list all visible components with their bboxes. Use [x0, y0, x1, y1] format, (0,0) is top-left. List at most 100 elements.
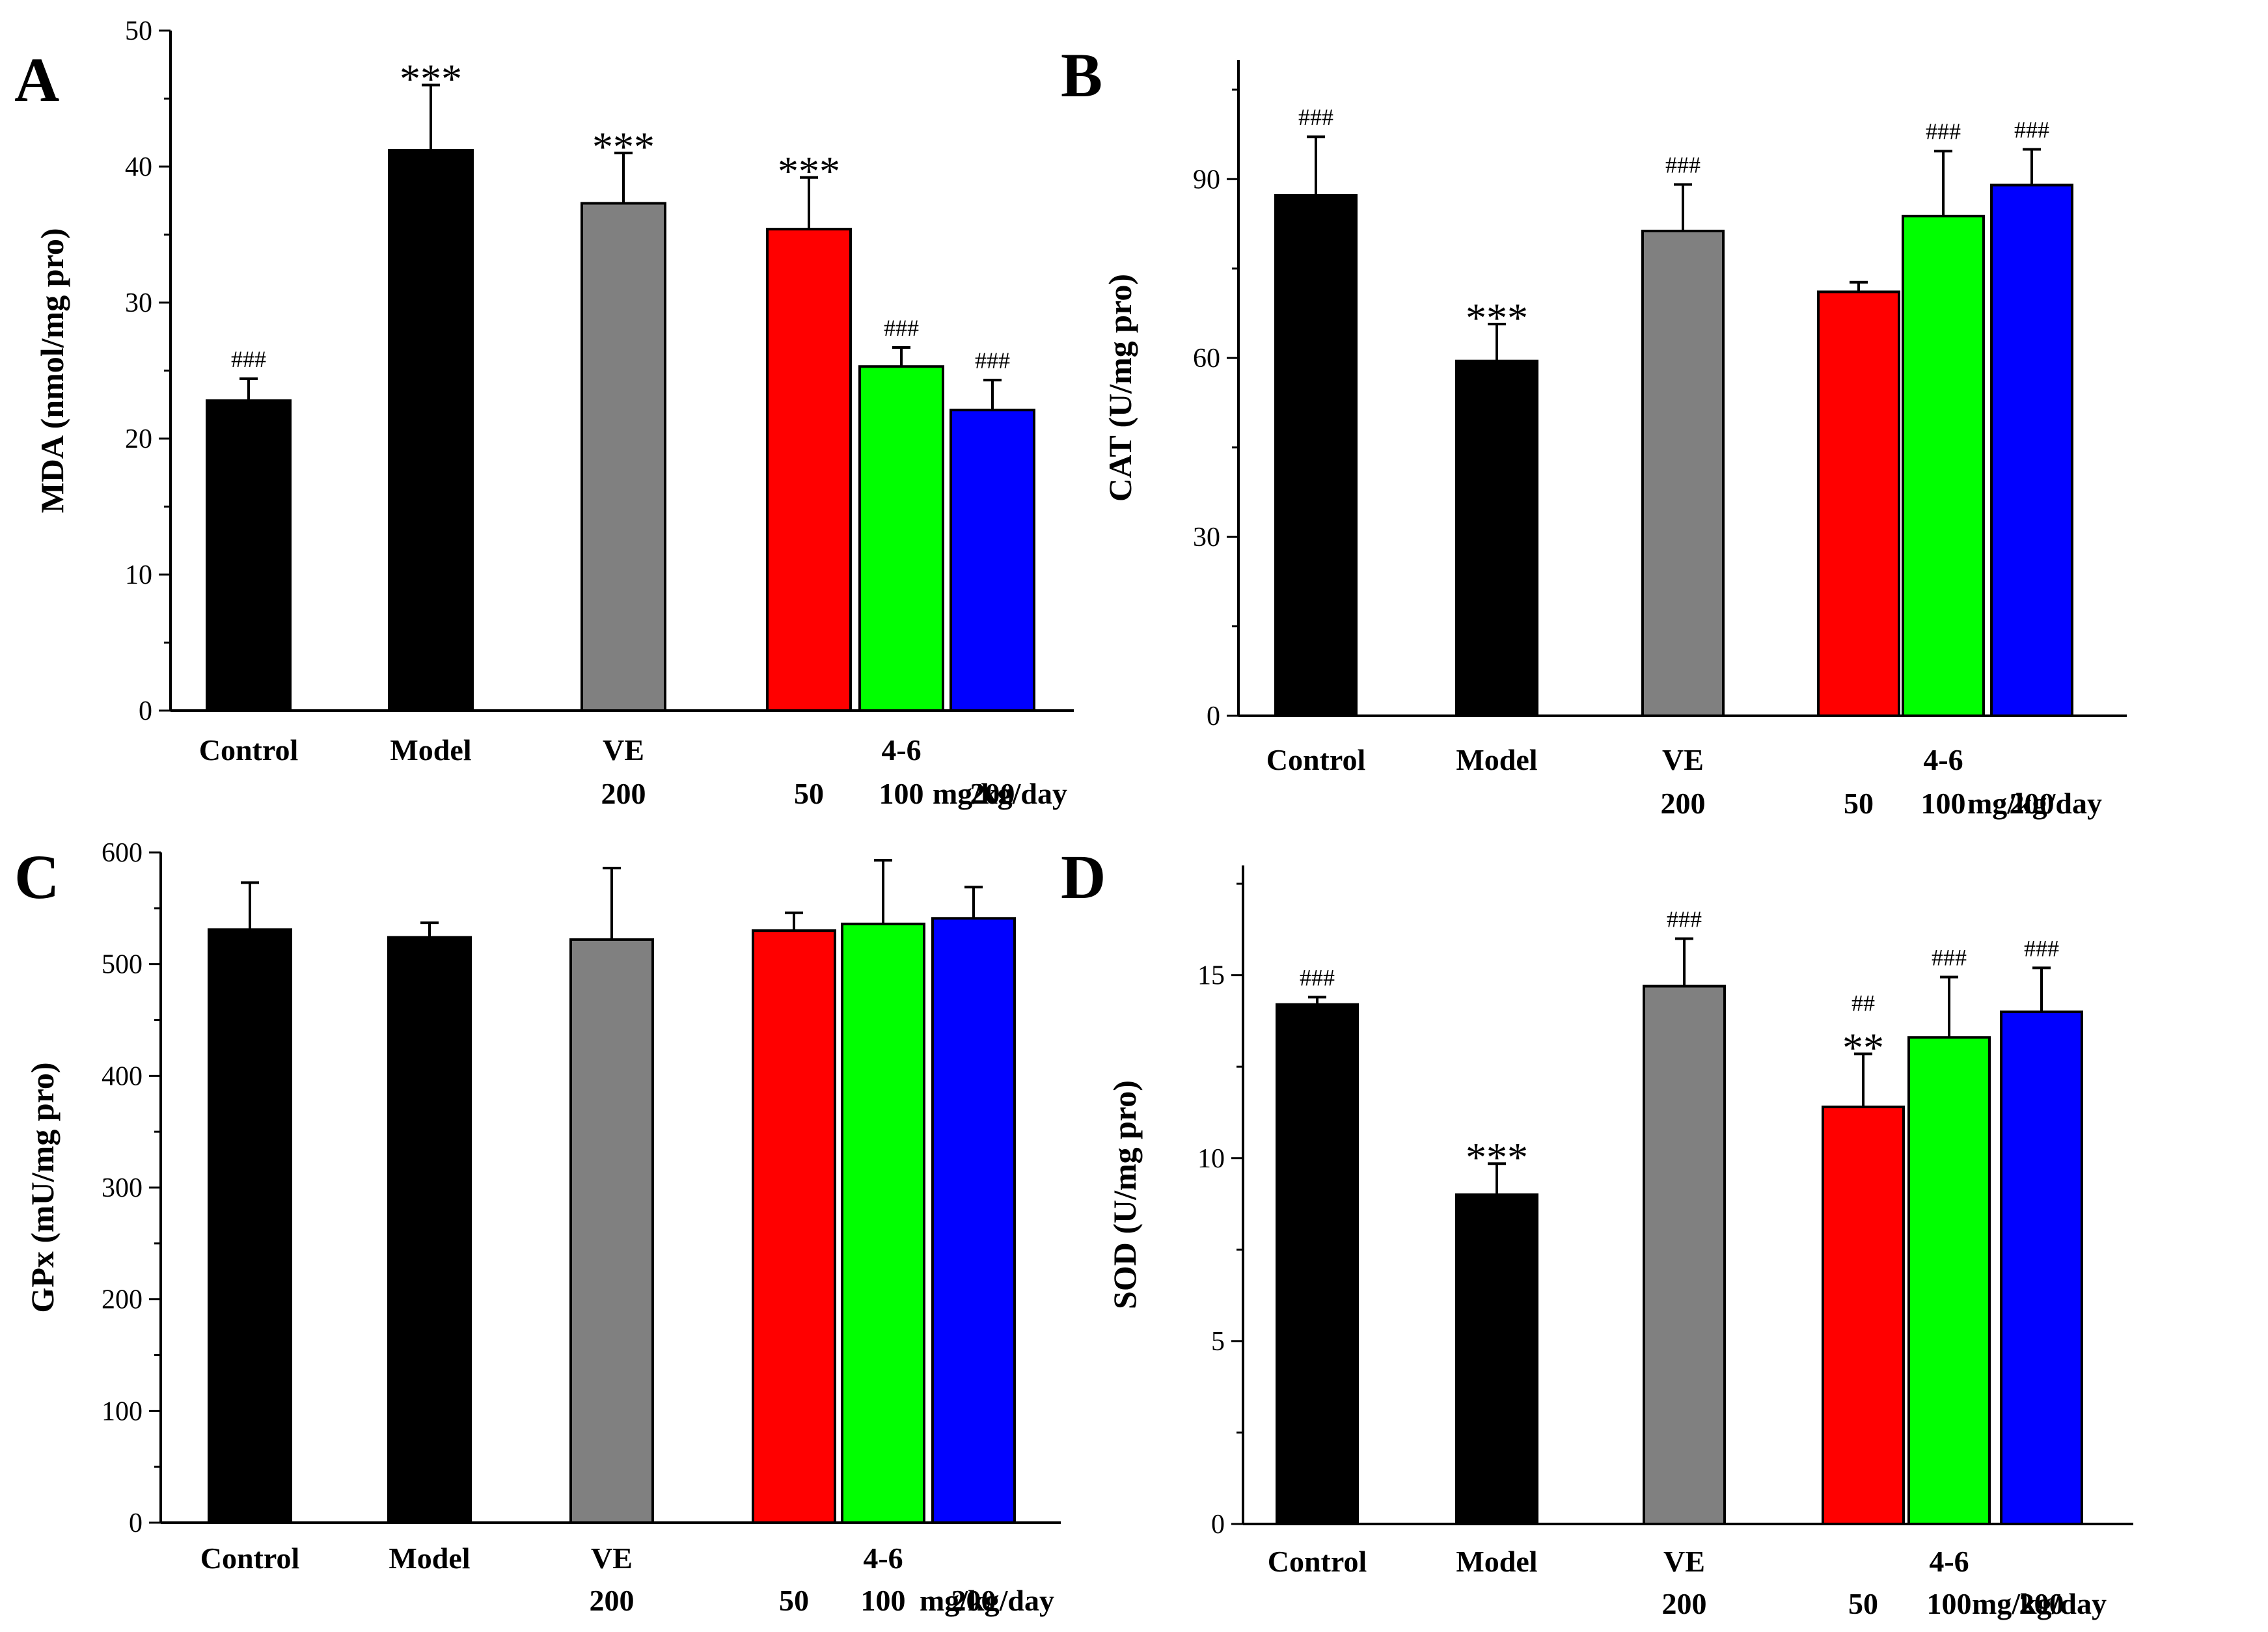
dose-label: 100: [879, 777, 924, 810]
panel-b: B CAT (U/mg pro) 0 30 60 90 ### *** ### ### ### Con…: [1061, 40, 2127, 820]
y-axis-label: GPx (mU/mg pro): [24, 1062, 61, 1312]
dose-label: 100: [861, 1584, 906, 1617]
y-tick-label: 30: [1193, 523, 1220, 552]
bar: [1455, 1193, 1538, 1525]
significance-label: ###: [2024, 935, 2059, 961]
bar: [388, 148, 474, 713]
bar: [1990, 184, 2073, 718]
dose-label: 50: [1844, 787, 1874, 820]
dose-label: 100: [1921, 787, 1966, 820]
category-label: VE: [1663, 1545, 1705, 1578]
dose-unit-label: mg/kg/day: [1967, 787, 2102, 820]
dose-label: 200: [970, 777, 1015, 810]
dose-label: 200: [951, 1584, 996, 1617]
dose-unit-label: mg/kg/day: [933, 777, 1067, 810]
panel-c: C GPx (mU/mg pro) 0 100 200 300 400 500 600 Contr…: [14, 838, 1061, 1617]
significance-label: ***: [1466, 295, 1528, 341]
significance-label: ###: [884, 315, 919, 341]
significance-label: **: [1842, 1025, 1884, 1071]
significance-label: ***: [1466, 1134, 1528, 1180]
bar: [387, 936, 472, 1524]
bar: [1907, 1036, 1991, 1525]
category-label: 4-6: [881, 733, 921, 767]
bar: [569, 938, 654, 1524]
significance-label: ###: [1665, 152, 1701, 178]
significance-label: ###: [1932, 944, 1967, 970]
dose-label: 200: [590, 1584, 635, 1617]
significance-label: ###: [2014, 116, 2049, 143]
y-axis-label: SOD (U/mg pro): [1106, 1080, 1143, 1309]
dose-label: 200: [1661, 787, 1706, 820]
bar: [1817, 290, 1900, 717]
bar: [1455, 359, 1538, 717]
dose-label: 200: [2019, 1587, 2064, 1620]
significance-label: ###: [1300, 964, 1335, 990]
category-label: Model: [1456, 743, 1537, 776]
panel-letter: D: [1061, 842, 1106, 912]
dose-label: 200: [1662, 1587, 1707, 1620]
panel-a: A MDA (nmol/mg pro) 0 10 20 30 40 50 ### *** *** **…: [14, 16, 1074, 810]
significance-label: ###: [231, 346, 266, 372]
category-label: Control: [1266, 743, 1366, 776]
dose-label: 100: [1927, 1587, 1972, 1620]
bar: [1822, 1106, 1905, 1525]
y-tick-label: 15: [1197, 961, 1225, 991]
category-label: Model: [1456, 1545, 1537, 1578]
y-tick-label: 10: [1197, 1144, 1225, 1174]
dose-unit-label: mg/kg/day: [1972, 1587, 2107, 1620]
category-label: VE: [591, 1542, 633, 1575]
y-axis-label: MDA (nmol/mg pro): [34, 228, 70, 513]
y-tick-label: 10: [125, 560, 152, 590]
bar: [950, 409, 1035, 712]
category-label: VE: [1662, 743, 1704, 776]
panel-letter: A: [14, 45, 59, 115]
bar: [1902, 215, 1985, 717]
y-tick-label: 200: [102, 1285, 143, 1315]
dose-label: 50: [794, 777, 824, 810]
dose-unit-label: mg/kg/day: [920, 1584, 1054, 1617]
bar: [1643, 985, 1726, 1525]
significance-label: ###: [1926, 118, 1961, 144]
dose-label: 200: [601, 777, 646, 810]
y-tick-label: 600: [102, 838, 143, 868]
y-tick-label: 300: [102, 1173, 143, 1203]
y-tick-label: 40: [125, 152, 152, 182]
category-label: 4-6: [863, 1542, 903, 1575]
bar: [766, 228, 852, 712]
y-tick-label: 500: [102, 950, 143, 980]
y-tick-label: 0: [1207, 701, 1220, 731]
y-tick-label: 90: [1193, 165, 1220, 195]
category-label: Model: [389, 1542, 470, 1575]
y-tick-label: 50: [125, 16, 152, 46]
y-tick-label: 0: [139, 696, 152, 726]
y-tick-label: 30: [125, 288, 152, 318]
bar: [931, 917, 1016, 1524]
y-tick-label: 20: [125, 424, 152, 454]
bar: [841, 922, 925, 1525]
bar: [1274, 194, 1358, 718]
category-label: Control: [199, 733, 299, 767]
y-tick-label: 60: [1193, 344, 1220, 374]
significance-label: ##: [1851, 990, 1875, 1016]
bar: [206, 399, 292, 712]
category-label: 4-6: [1929, 1545, 1969, 1578]
bar: [1276, 1003, 1359, 1525]
y-axis-label: CAT (U/mg pro): [1102, 274, 1138, 502]
y-tick-label: 5: [1211, 1327, 1225, 1357]
bar: [1641, 229, 1725, 718]
category-label: VE: [603, 733, 644, 767]
category-label: Control: [200, 1542, 300, 1575]
significance-label: ###: [1298, 104, 1333, 130]
bar: [581, 202, 666, 712]
bar: [2000, 1010, 2083, 1525]
bar: [752, 929, 836, 1524]
panel-letter: C: [14, 842, 59, 912]
bar: [208, 928, 292, 1524]
bar: [858, 365, 944, 712]
category-label: 4-6: [1923, 743, 1963, 776]
y-tick-label: 0: [1211, 1510, 1225, 1540]
y-tick-label: 400: [102, 1061, 143, 1091]
category-label: Model: [390, 733, 471, 767]
